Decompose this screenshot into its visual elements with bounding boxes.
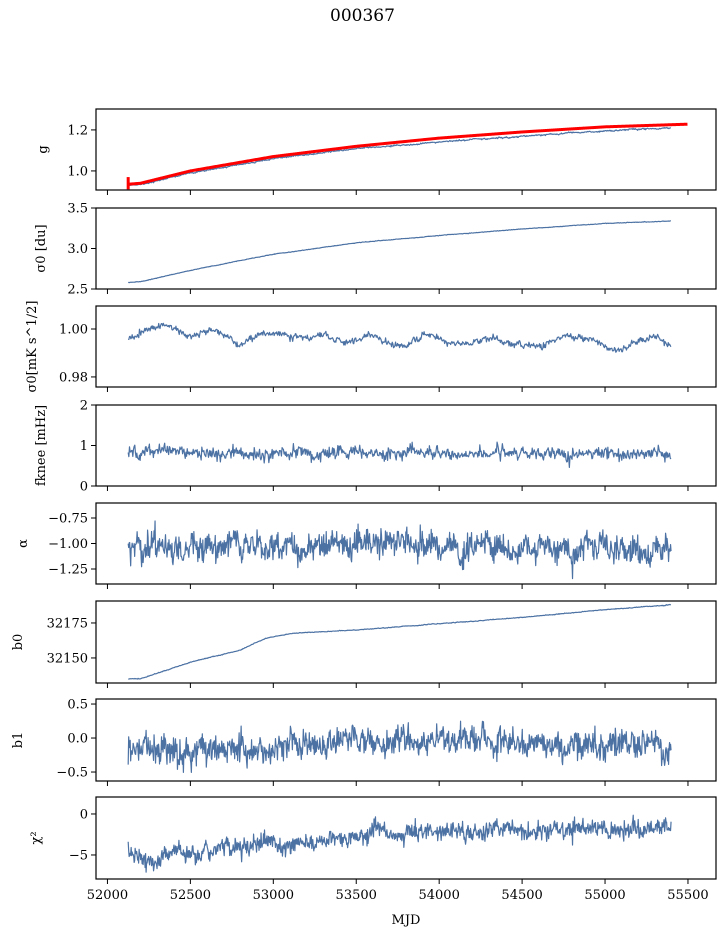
panel-chi2: 52000 52500 53000 53500 54000 54500 55000 55500… bbox=[29, 796, 717, 903]
y-tick-label-b1: 0.0 bbox=[67, 732, 88, 747]
x-tick-label: 54000 bbox=[418, 888, 459, 903]
panel-sigma0-du: 2.5 3.0 3.5 σ0 [du] bbox=[34, 202, 717, 298]
panel-gain: 1.0 1.2 g bbox=[36, 108, 717, 195]
series-line-b1 bbox=[127, 720, 672, 774]
y-tick-label-b1: 0.5 bbox=[67, 698, 88, 713]
x-tick-label: 55500 bbox=[667, 888, 708, 903]
y-axis-label-sigma0-mk: σ0[mK s^1/2] bbox=[25, 301, 40, 393]
y-tick-label-fknee: 2 bbox=[80, 399, 88, 414]
y-tick-label-gain: 1.0 bbox=[67, 164, 88, 179]
x-tick-label: 52000 bbox=[87, 888, 128, 903]
y-axis-label-alpha: α bbox=[16, 539, 31, 548]
series-line-sigma0_du bbox=[128, 220, 671, 284]
y-axis-label-sigma0-du: σ0 [du] bbox=[34, 224, 49, 272]
series-line-chi2 bbox=[127, 814, 672, 873]
y-axis-label-gain: g bbox=[36, 145, 51, 153]
x-tick-label: 52500 bbox=[170, 888, 211, 903]
y-tick-label-b1: −0.5 bbox=[56, 766, 88, 781]
y-tick-label-alpha: −1.00 bbox=[48, 537, 88, 552]
axes-frame-sigma0-du bbox=[95, 207, 717, 290]
y-tick-label-b0: 32150 bbox=[47, 651, 88, 666]
y-tick-label-gain: 1.2 bbox=[67, 123, 88, 138]
panel-fknee: 0 1 2 fknee [mHz] bbox=[34, 399, 717, 495]
y-tick-label-sigma0-du: 3.0 bbox=[67, 242, 88, 257]
y-tick-label-fknee: 0 bbox=[80, 480, 88, 495]
x-tick-label: 53000 bbox=[253, 888, 294, 903]
axes-frame-b1 bbox=[95, 698, 717, 782]
axes-frame-fknee bbox=[95, 404, 717, 487]
axes-frame-chi2 bbox=[95, 796, 717, 880]
panel-b0: 32150 32175 b0 bbox=[11, 600, 717, 688]
panel-sigma0-mk: 0.98 1.00 σ0[mK s^1/2] bbox=[25, 301, 717, 393]
y-tick-label-sigma0-du: 3.5 bbox=[67, 202, 88, 217]
axes-frame-sigma0-mk bbox=[95, 305, 717, 388]
y-tick-label-alpha: −0.75 bbox=[48, 511, 88, 526]
y-axis-label-chi2: χ² bbox=[29, 831, 44, 844]
y-tick-label-sigma0-mk: 0.98 bbox=[59, 370, 88, 385]
series-line-g bbox=[127, 126, 672, 187]
series-line-g_fit bbox=[127, 122, 689, 186]
y-tick-label-alpha: −1.25 bbox=[48, 563, 88, 578]
y-axis-label-b1: b1 bbox=[11, 732, 26, 749]
axes-frame-b0 bbox=[95, 600, 717, 684]
y-tick-label-b0: 32175 bbox=[47, 616, 88, 631]
y-tick-label-chi2: −5 bbox=[69, 848, 88, 863]
figure-title: 000367 bbox=[330, 6, 395, 26]
series-line-sigma0_mk bbox=[127, 322, 672, 353]
series-line-alpha bbox=[127, 520, 672, 580]
y-tick-label-sigma0-du: 2.5 bbox=[67, 283, 88, 298]
panel-b1: −0.5 0.0 0.5 b1 bbox=[11, 698, 717, 786]
x-tick-label: 54500 bbox=[501, 888, 542, 903]
series-line-fknee bbox=[127, 441, 672, 469]
panel-alpha: −1.25 −1.00 −0.75 α bbox=[16, 502, 717, 589]
y-axis-label-fknee: fknee [mHz] bbox=[34, 405, 49, 486]
y-tick-label-fknee: 1 bbox=[80, 439, 88, 454]
x-axis-label: MJD bbox=[392, 913, 421, 928]
x-tick-label: 53500 bbox=[336, 888, 377, 903]
y-axis-label-b0: b0 bbox=[11, 634, 26, 651]
y-tick-label-sigma0-mk: 1.00 bbox=[59, 323, 88, 338]
x-tick-label: 55000 bbox=[584, 888, 625, 903]
axes-frame-gain bbox=[95, 108, 717, 191]
y-tick-label-chi2: 0 bbox=[80, 807, 88, 822]
series-line-b0 bbox=[128, 603, 672, 680]
